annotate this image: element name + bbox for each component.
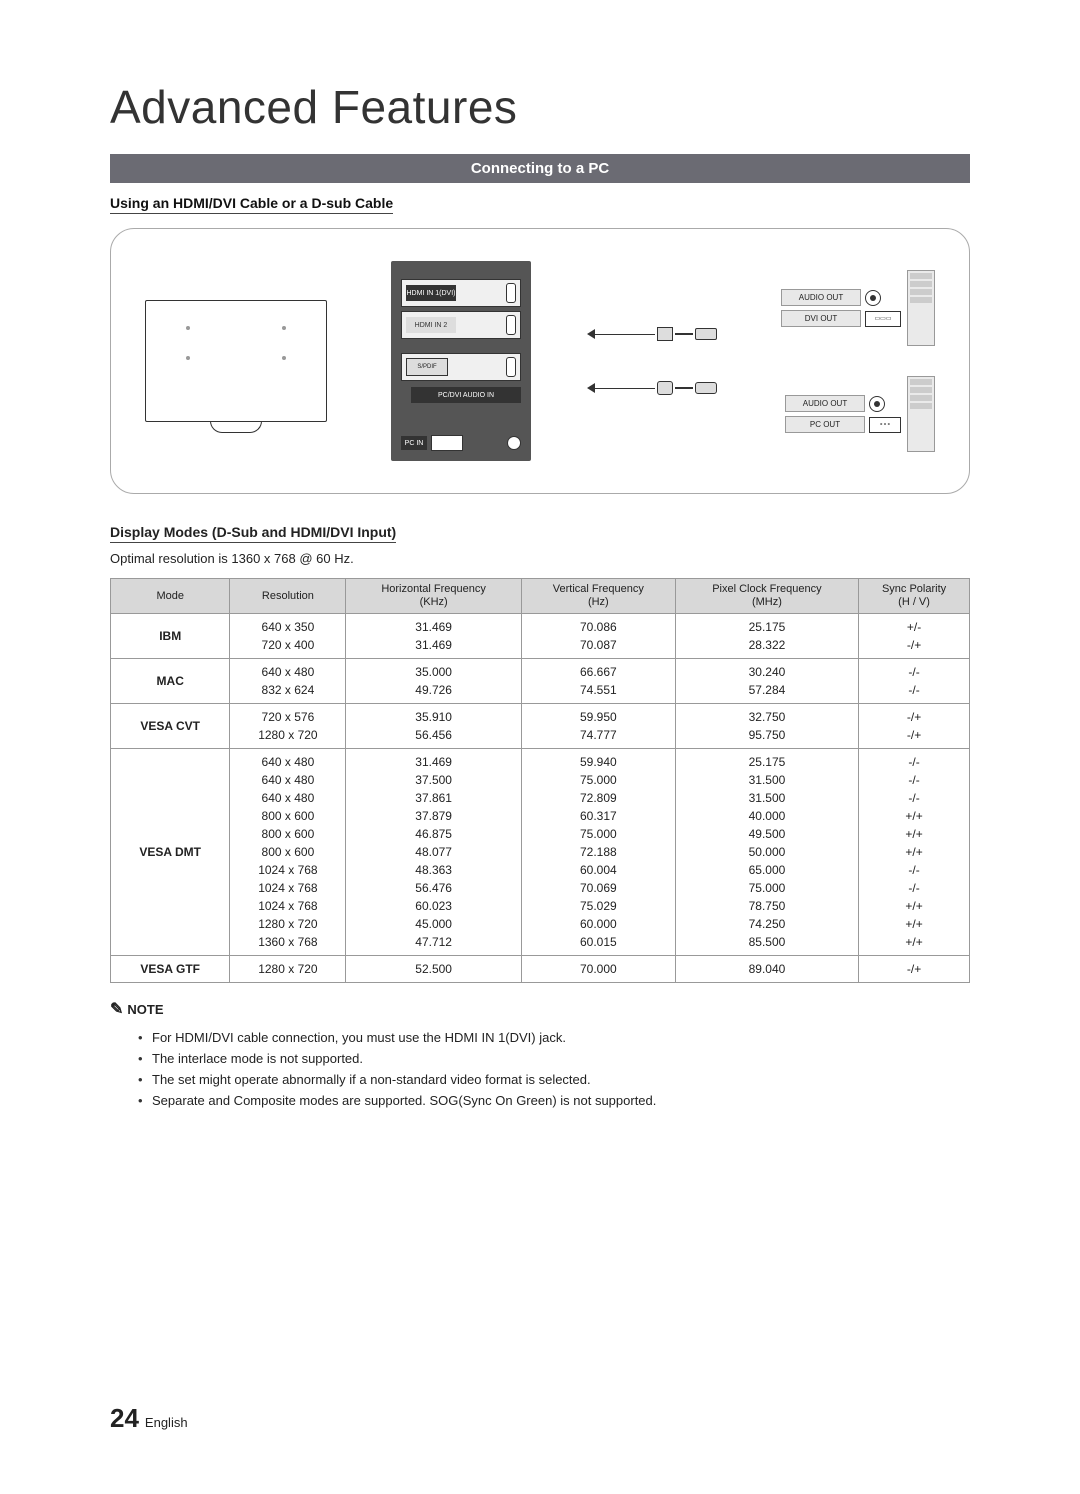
data-cell: -/- -/-: [859, 659, 970, 704]
col-resolution: Resolution: [230, 579, 346, 614]
dsub-cable-icon: [657, 381, 717, 395]
audio-jack-icon: [507, 436, 521, 450]
pc-tower-icon: [907, 270, 935, 346]
dvi-cable-icon: [657, 327, 717, 341]
data-cell: 25.175 31.500 31.500 40.000 49.500 50.00…: [675, 749, 858, 956]
subheading-cable: Using an HDMI/DVI Cable or a D-sub Cable: [110, 195, 393, 214]
pc-ports-group: AUDIO OUT DVI OUT ▭▭▭ AUDIO OUT: [781, 270, 935, 452]
audio-port-icon: [865, 290, 881, 306]
data-cell: +/- -/+: [859, 614, 970, 659]
manual-page: Advanced Features Connecting to a PC Usi…: [0, 0, 1080, 1494]
data-cell: 89.040: [675, 956, 858, 983]
mode-cell: VESA CVT: [111, 704, 230, 749]
page-number: 24: [110, 1403, 139, 1433]
audio-port-icon: [869, 396, 885, 412]
note-heading: ✎ NOTE: [110, 999, 970, 1019]
hdmi-slot-icon: [506, 283, 516, 303]
note-item: For HDMI/DVI cable connection, you must …: [138, 1027, 970, 1048]
optimal-resolution-text: Optimal resolution is 1360 x 768 @ 60 Hz…: [110, 551, 970, 566]
pcdvi-audio-label: PC/DVI AUDIO IN: [411, 387, 521, 403]
data-cell: 32.750 95.750: [675, 704, 858, 749]
connection-diagram: HDMI IN 1(DVI) HDMI IN 2 S/PDIF PC/DVI A…: [110, 228, 970, 494]
pcin-label: PC IN: [401, 436, 427, 450]
data-cell: 640 x 350 720 x 400: [230, 614, 346, 659]
cable-group: [595, 327, 717, 395]
hdmi2-label: HDMI IN 2: [406, 317, 456, 333]
col-hfreq: Horizontal Frequency (KHz): [346, 579, 521, 614]
pcdvi-label: S/PDIF: [406, 358, 448, 376]
col-vfreq: Vertical Frequency (Hz): [521, 579, 675, 614]
note-item: The set might operate abnormally if a no…: [138, 1069, 970, 1090]
audio-out-label-2: AUDIO OUT: [785, 395, 865, 412]
data-cell: 59.940 75.000 72.809 60.317 75.000 72.18…: [521, 749, 675, 956]
note-icon: ✎: [110, 1001, 123, 1018]
table-row: VESA DMT640 x 480 640 x 480 640 x 480 80…: [111, 749, 970, 956]
table-row: MAC640 x 480 832 x 62435.000 49.72666.66…: [111, 659, 970, 704]
data-cell: 31.469 31.469: [346, 614, 521, 659]
note-item: Separate and Composite modes are support…: [138, 1090, 970, 1111]
data-cell: 66.667 74.551: [521, 659, 675, 704]
data-cell: 25.175 28.322: [675, 614, 858, 659]
page-footer: 24 English: [110, 1403, 188, 1434]
page-title: Advanced Features: [110, 80, 970, 134]
data-cell: 640 x 480 640 x 480 640 x 480 800 x 600 …: [230, 749, 346, 956]
mode-cell: VESA DMT: [111, 749, 230, 956]
data-cell: 35.000 49.726: [346, 659, 521, 704]
hdmi-slot-icon: [506, 315, 516, 335]
col-mode: Mode: [111, 579, 230, 614]
pc-out-label: PC OUT: [785, 416, 865, 433]
notes-list: For HDMI/DVI cable connection, you must …: [138, 1027, 970, 1111]
pc-tower-icon: [907, 376, 935, 452]
tv-back-panel: HDMI IN 1(DVI) HDMI IN 2 S/PDIF PC/DVI A…: [391, 261, 531, 461]
vga-port-icon: ∘∘∘: [869, 417, 901, 433]
data-cell: 52.500: [346, 956, 521, 983]
data-cell: 30.240 57.284: [675, 659, 858, 704]
data-cell: -/+ -/+: [859, 704, 970, 749]
data-cell: -/- -/- -/- +/+ +/+ +/+ -/- -/- +/+ +/+ …: [859, 749, 970, 956]
mode-cell: MAC: [111, 659, 230, 704]
table-row: IBM640 x 350 720 x 40031.469 31.46970.08…: [111, 614, 970, 659]
col-sync: Sync Polarity (H / V): [859, 579, 970, 614]
data-cell: 59.950 74.777: [521, 704, 675, 749]
data-cell: 70.000: [521, 956, 675, 983]
dvi-port-icon: ▭▭▭: [865, 311, 901, 327]
note-label: NOTE: [127, 1002, 163, 1017]
mode-cell: VESA GTF: [111, 956, 230, 983]
table-row: VESA GTF1280 x 72052.50070.00089.040-/+: [111, 956, 970, 983]
table-row: VESA CVT720 x 576 1280 x 72035.910 56.45…: [111, 704, 970, 749]
data-cell: 640 x 480 832 x 624: [230, 659, 346, 704]
data-cell: 1280 x 720: [230, 956, 346, 983]
display-modes-table: Mode Resolution Horizontal Frequency (KH…: [110, 578, 970, 983]
tv-icon: [145, 300, 327, 422]
data-cell: 35.910 56.456: [346, 704, 521, 749]
data-cell: 70.086 70.087: [521, 614, 675, 659]
data-cell: 31.469 37.500 37.861 37.879 46.875 48.07…: [346, 749, 521, 956]
col-pclk: Pixel Clock Frequency (MHz): [675, 579, 858, 614]
mode-cell: IBM: [111, 614, 230, 659]
dvi-out-label: DVI OUT: [781, 310, 861, 327]
dsub-port-icon: [431, 435, 463, 451]
page-lang: English: [145, 1415, 188, 1430]
subheading-display-modes: Display Modes (D-Sub and HDMI/DVI Input): [110, 524, 396, 543]
audio-slot-icon: [506, 357, 516, 377]
data-cell: 720 x 576 1280 x 720: [230, 704, 346, 749]
audio-out-label: AUDIO OUT: [781, 289, 861, 306]
hdmi1-label: HDMI IN 1(DVI): [406, 285, 456, 301]
data-cell: -/+: [859, 956, 970, 983]
section-banner: Connecting to a PC: [110, 154, 970, 183]
note-item: The interlace mode is not supported.: [138, 1048, 970, 1069]
